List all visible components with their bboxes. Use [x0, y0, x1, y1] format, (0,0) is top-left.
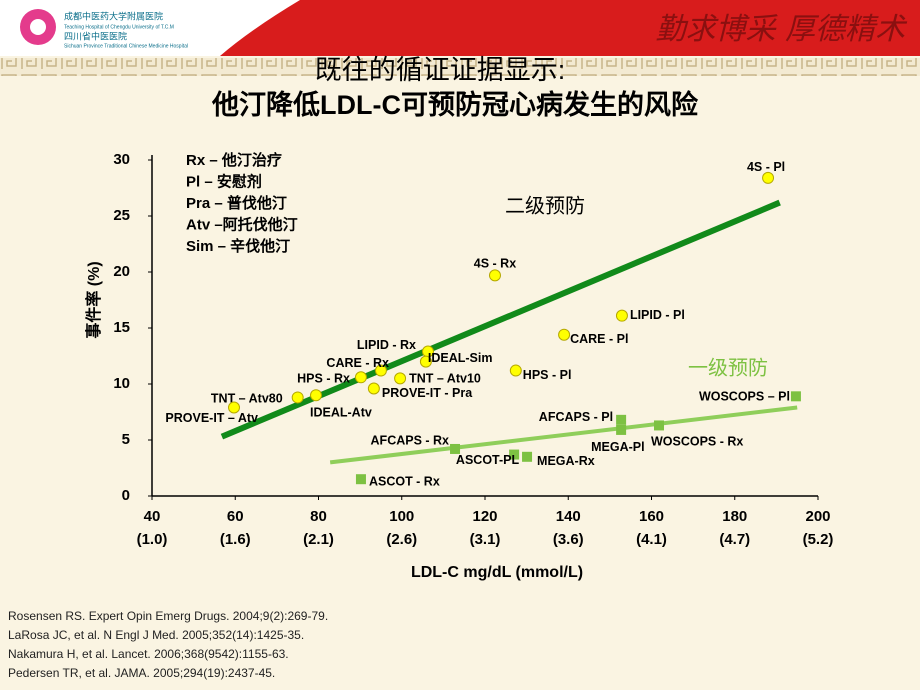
- point: [355, 474, 366, 485]
- x-tick-label: (2.1): [303, 531, 334, 548]
- x-tick-label: (3.1): [470, 531, 501, 548]
- series-name: 一级预防: [688, 356, 768, 379]
- point-label: IDEAL-Atv: [310, 405, 372, 419]
- point-label: AFCAPS - Rx: [371, 433, 450, 447]
- point: [522, 451, 533, 462]
- x-tick-label: 140: [556, 508, 581, 525]
- y-axis-label: 事件率 (%): [84, 261, 103, 338]
- pattern-strip: [0, 58, 920, 76]
- x-tick-label: (5.2): [803, 531, 834, 548]
- logo-area: [0, 0, 300, 56]
- x-tick-label: 100: [389, 508, 414, 525]
- point: [616, 424, 627, 435]
- point-label: HPS - Rx: [297, 372, 350, 386]
- x-tick-label: 80: [310, 508, 327, 525]
- x-tick-label: 200: [805, 508, 830, 525]
- point-label: AFCAPS - Pl: [539, 410, 613, 424]
- point: [291, 391, 304, 404]
- y-tick-label: 5: [122, 431, 130, 448]
- y-tick-label: 10: [113, 375, 130, 392]
- x-tick-label: 60: [227, 508, 244, 525]
- y-tick-label: 15: [113, 319, 130, 336]
- y-tick-label: 30: [113, 151, 130, 168]
- x-tick-label: 40: [144, 508, 161, 525]
- point-label: LIPID - Rx: [357, 338, 416, 352]
- trend-line: [329, 405, 798, 465]
- point-label: IDEAL-Sim: [428, 351, 493, 365]
- point-label: 4S - Pl: [747, 160, 785, 174]
- point: [762, 171, 775, 184]
- point: [615, 309, 628, 322]
- abbreviation: Pl – 安慰剂: [186, 172, 262, 190]
- series-name: 二级预防: [505, 194, 585, 217]
- point-label: ASCOT - Rx: [369, 474, 440, 488]
- reference: Rosensen RS. Expert Opin Emerg Drugs. 20…: [8, 609, 328, 623]
- point: [450, 443, 461, 454]
- point: [509, 364, 522, 377]
- point: [310, 389, 323, 402]
- point: [367, 382, 380, 395]
- x-tick-label: (1.0): [137, 531, 168, 548]
- point: [653, 420, 664, 431]
- point-label: 4S - Rx: [474, 257, 516, 271]
- x-axis-label: LDL-C mg/dL (mmol/L): [411, 564, 583, 581]
- title: 既往的循证证据显示:: [315, 55, 566, 85]
- logo-text: 成都中医药大学附属医院: [64, 10, 163, 21]
- point: [394, 372, 407, 385]
- point-label: TNT – Atv80: [211, 392, 283, 406]
- logo-text: 四川省中医医院: [64, 30, 127, 41]
- point: [558, 328, 571, 341]
- abbreviation: Rx – 他汀治疗: [186, 151, 282, 169]
- x-tick-label: 160: [639, 508, 664, 525]
- point-label: LIPID - Pl: [630, 308, 685, 322]
- reference: Pedersen TR, et al. JAMA. 2005;294(19):2…: [8, 666, 275, 680]
- x-tick-label: (4.1): [636, 531, 667, 548]
- y-tick-label: 25: [113, 207, 130, 224]
- x-tick-label: 180: [722, 508, 747, 525]
- point-label: CARE - Pl: [570, 332, 628, 346]
- logo-text: Sichuan Province Traditional Chinese Med…: [64, 43, 188, 49]
- y-tick-label: 0: [122, 487, 130, 504]
- motto: 勤求博采 厚德精术: [655, 12, 908, 47]
- x-tick-label: 120: [472, 508, 497, 525]
- y-tick-label: 20: [113, 263, 130, 280]
- point-label: HPS - Pl: [523, 368, 572, 382]
- point: [488, 269, 501, 282]
- point: [790, 391, 801, 402]
- point: [616, 414, 627, 425]
- point-label: WOSCOPS - Rx: [651, 435, 743, 449]
- title: 他汀降低LDL-C可预防冠心病发生的风险: [211, 89, 699, 120]
- reference: Nakamura H, et al. Lancet. 2006;368(9542…: [8, 647, 289, 661]
- point-label: MEGA-Rx: [537, 454, 595, 468]
- x-tick-label: (4.7): [719, 531, 750, 548]
- point-label: PROVE-IT – Atv: [165, 411, 258, 425]
- abbreviation: Pra – 普伐他汀: [186, 194, 287, 212]
- abbreviation: Atv –阿托伐他汀: [186, 215, 298, 233]
- point: [354, 371, 367, 384]
- point-label: CARE - Rx: [326, 356, 389, 370]
- point: [228, 401, 241, 414]
- logo-text: Teaching Hospital of Chengdu University …: [64, 24, 174, 30]
- x-tick-label: (2.6): [386, 531, 417, 548]
- point: [419, 355, 432, 368]
- logo-icon-center: [30, 19, 46, 35]
- point-label: TNT – Atv10: [409, 372, 481, 386]
- point-label: MEGA-Pl: [591, 440, 644, 454]
- reference: LaRosa JC, et al. N Engl J Med. 2005;352…: [8, 628, 304, 642]
- point-label: PROVE-IT - Pra: [382, 386, 473, 400]
- point: [509, 449, 520, 460]
- x-tick-label: (1.6): [220, 531, 251, 548]
- point-label: ASCOT-PL: [456, 453, 520, 467]
- x-tick-label: (3.6): [553, 531, 584, 548]
- point-label: WOSCOPS – Pl: [699, 390, 790, 404]
- point: [374, 364, 387, 377]
- abbreviation: Sim – 辛伐他汀: [186, 237, 290, 255]
